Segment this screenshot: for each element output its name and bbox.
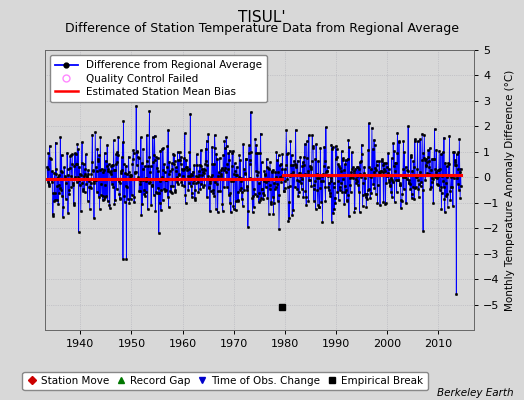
Text: Difference of Station Temperature Data from Regional Average: Difference of Station Temperature Data f… <box>65 22 459 35</box>
Legend: Station Move, Record Gap, Time of Obs. Change, Empirical Break: Station Move, Record Gap, Time of Obs. C… <box>23 372 428 390</box>
Y-axis label: Monthly Temperature Anomaly Difference (°C): Monthly Temperature Anomaly Difference (… <box>505 69 515 311</box>
Text: Berkeley Earth: Berkeley Earth <box>437 388 514 398</box>
Text: TISUL': TISUL' <box>238 10 286 25</box>
